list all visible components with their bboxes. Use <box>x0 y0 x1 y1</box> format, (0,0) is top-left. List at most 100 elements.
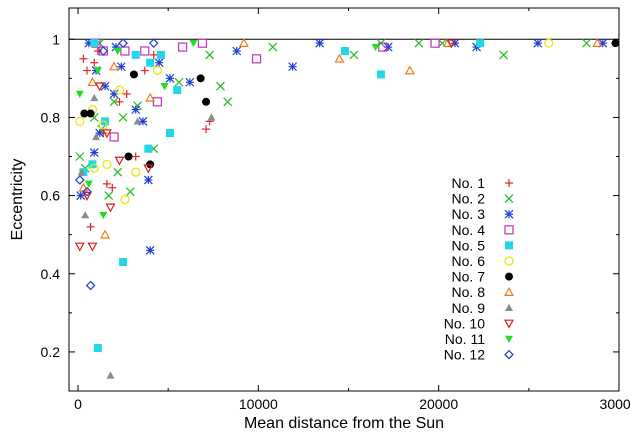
data-point <box>84 180 93 188</box>
data-point <box>349 50 359 60</box>
data-point <box>376 70 385 79</box>
legend-marker <box>504 349 514 360</box>
data-point <box>109 97 119 107</box>
data-point <box>90 93 99 102</box>
legend-marker <box>505 303 513 311</box>
data-point <box>611 39 620 48</box>
data-point <box>93 46 102 55</box>
legend-label: No. 7 <box>452 269 486 285</box>
data-point <box>202 97 211 106</box>
data-point <box>165 129 174 138</box>
data-point <box>98 46 109 56</box>
data-point <box>94 82 105 92</box>
data-point <box>114 85 125 95</box>
data-point <box>232 46 242 56</box>
data-point <box>146 160 155 169</box>
data-point <box>152 97 162 107</box>
data-point <box>533 38 543 48</box>
y-tick-label: 0.6 <box>41 188 61 204</box>
data-point <box>89 148 99 158</box>
x-tick-label: 10000 <box>239 396 278 412</box>
data-point <box>476 39 485 48</box>
data-point <box>104 191 114 201</box>
data-point <box>75 152 85 161</box>
data-point <box>216 81 225 91</box>
data-point <box>238 37 249 47</box>
data-point <box>115 97 124 106</box>
data-point <box>120 46 130 56</box>
data-point <box>446 39 457 49</box>
data-point <box>118 38 128 49</box>
data-point <box>334 53 345 63</box>
legend-label: No. 12 <box>444 347 485 363</box>
legend-label: No. 3 <box>452 206 486 222</box>
data-point <box>383 42 393 52</box>
data-point <box>131 152 140 161</box>
y-tick-label: 0.4 <box>41 266 61 282</box>
data-point <box>592 37 603 47</box>
y-tick-label: 0.8 <box>41 109 61 125</box>
data-point <box>106 371 115 379</box>
legend-label: No. 8 <box>452 284 486 300</box>
data-point <box>101 129 112 139</box>
data-point <box>75 116 85 126</box>
legend-marker <box>504 225 514 235</box>
data-point <box>100 229 111 239</box>
data-point <box>140 66 149 75</box>
data-point <box>77 168 86 176</box>
legend-marker <box>504 209 514 219</box>
data-point <box>86 222 95 231</box>
data-point <box>430 38 440 48</box>
data-point <box>143 175 153 185</box>
x-axis-label: Mean distance from the Sun <box>244 415 444 432</box>
data-point <box>122 89 131 98</box>
data-point <box>143 164 154 174</box>
data-point <box>108 183 117 192</box>
data-point <box>124 152 133 161</box>
data-point <box>109 132 119 142</box>
data-point <box>149 50 158 59</box>
legend-marker <box>503 286 515 296</box>
data-point <box>315 38 325 48</box>
legend-label: No. 2 <box>452 191 486 207</box>
data-point <box>148 38 159 49</box>
legend-marker <box>504 256 514 266</box>
data-point <box>87 242 98 252</box>
data-point <box>288 62 298 72</box>
data-point <box>145 245 155 255</box>
data-point <box>109 61 120 71</box>
y-tick-label: 0.2 <box>41 344 61 360</box>
data-point <box>102 179 111 188</box>
data-point <box>197 38 208 48</box>
data-point <box>105 203 116 213</box>
data-point <box>98 120 108 130</box>
data-point <box>131 50 140 59</box>
data-point <box>442 37 453 47</box>
data-point <box>87 77 98 87</box>
data-point <box>113 167 123 177</box>
data-point <box>92 132 101 141</box>
data-point <box>582 38 591 48</box>
data-point <box>223 97 233 107</box>
legend-marker <box>505 272 513 281</box>
legend-label: No. 6 <box>452 253 486 269</box>
data-point <box>152 65 162 76</box>
data-point <box>154 58 164 68</box>
data-point <box>205 50 215 60</box>
data-point <box>189 39 198 48</box>
data-point <box>119 258 128 267</box>
data-point <box>156 50 165 59</box>
data-point <box>81 211 90 219</box>
data-point <box>185 77 195 87</box>
data-point <box>160 82 169 91</box>
plot-area <box>68 7 620 392</box>
data-points <box>74 37 620 379</box>
data-point <box>116 62 126 72</box>
data-point <box>93 67 102 75</box>
legend-marker <box>505 335 513 343</box>
data-point <box>251 54 262 64</box>
data-point <box>207 113 216 121</box>
data-point <box>102 159 112 169</box>
data-point <box>78 182 89 192</box>
